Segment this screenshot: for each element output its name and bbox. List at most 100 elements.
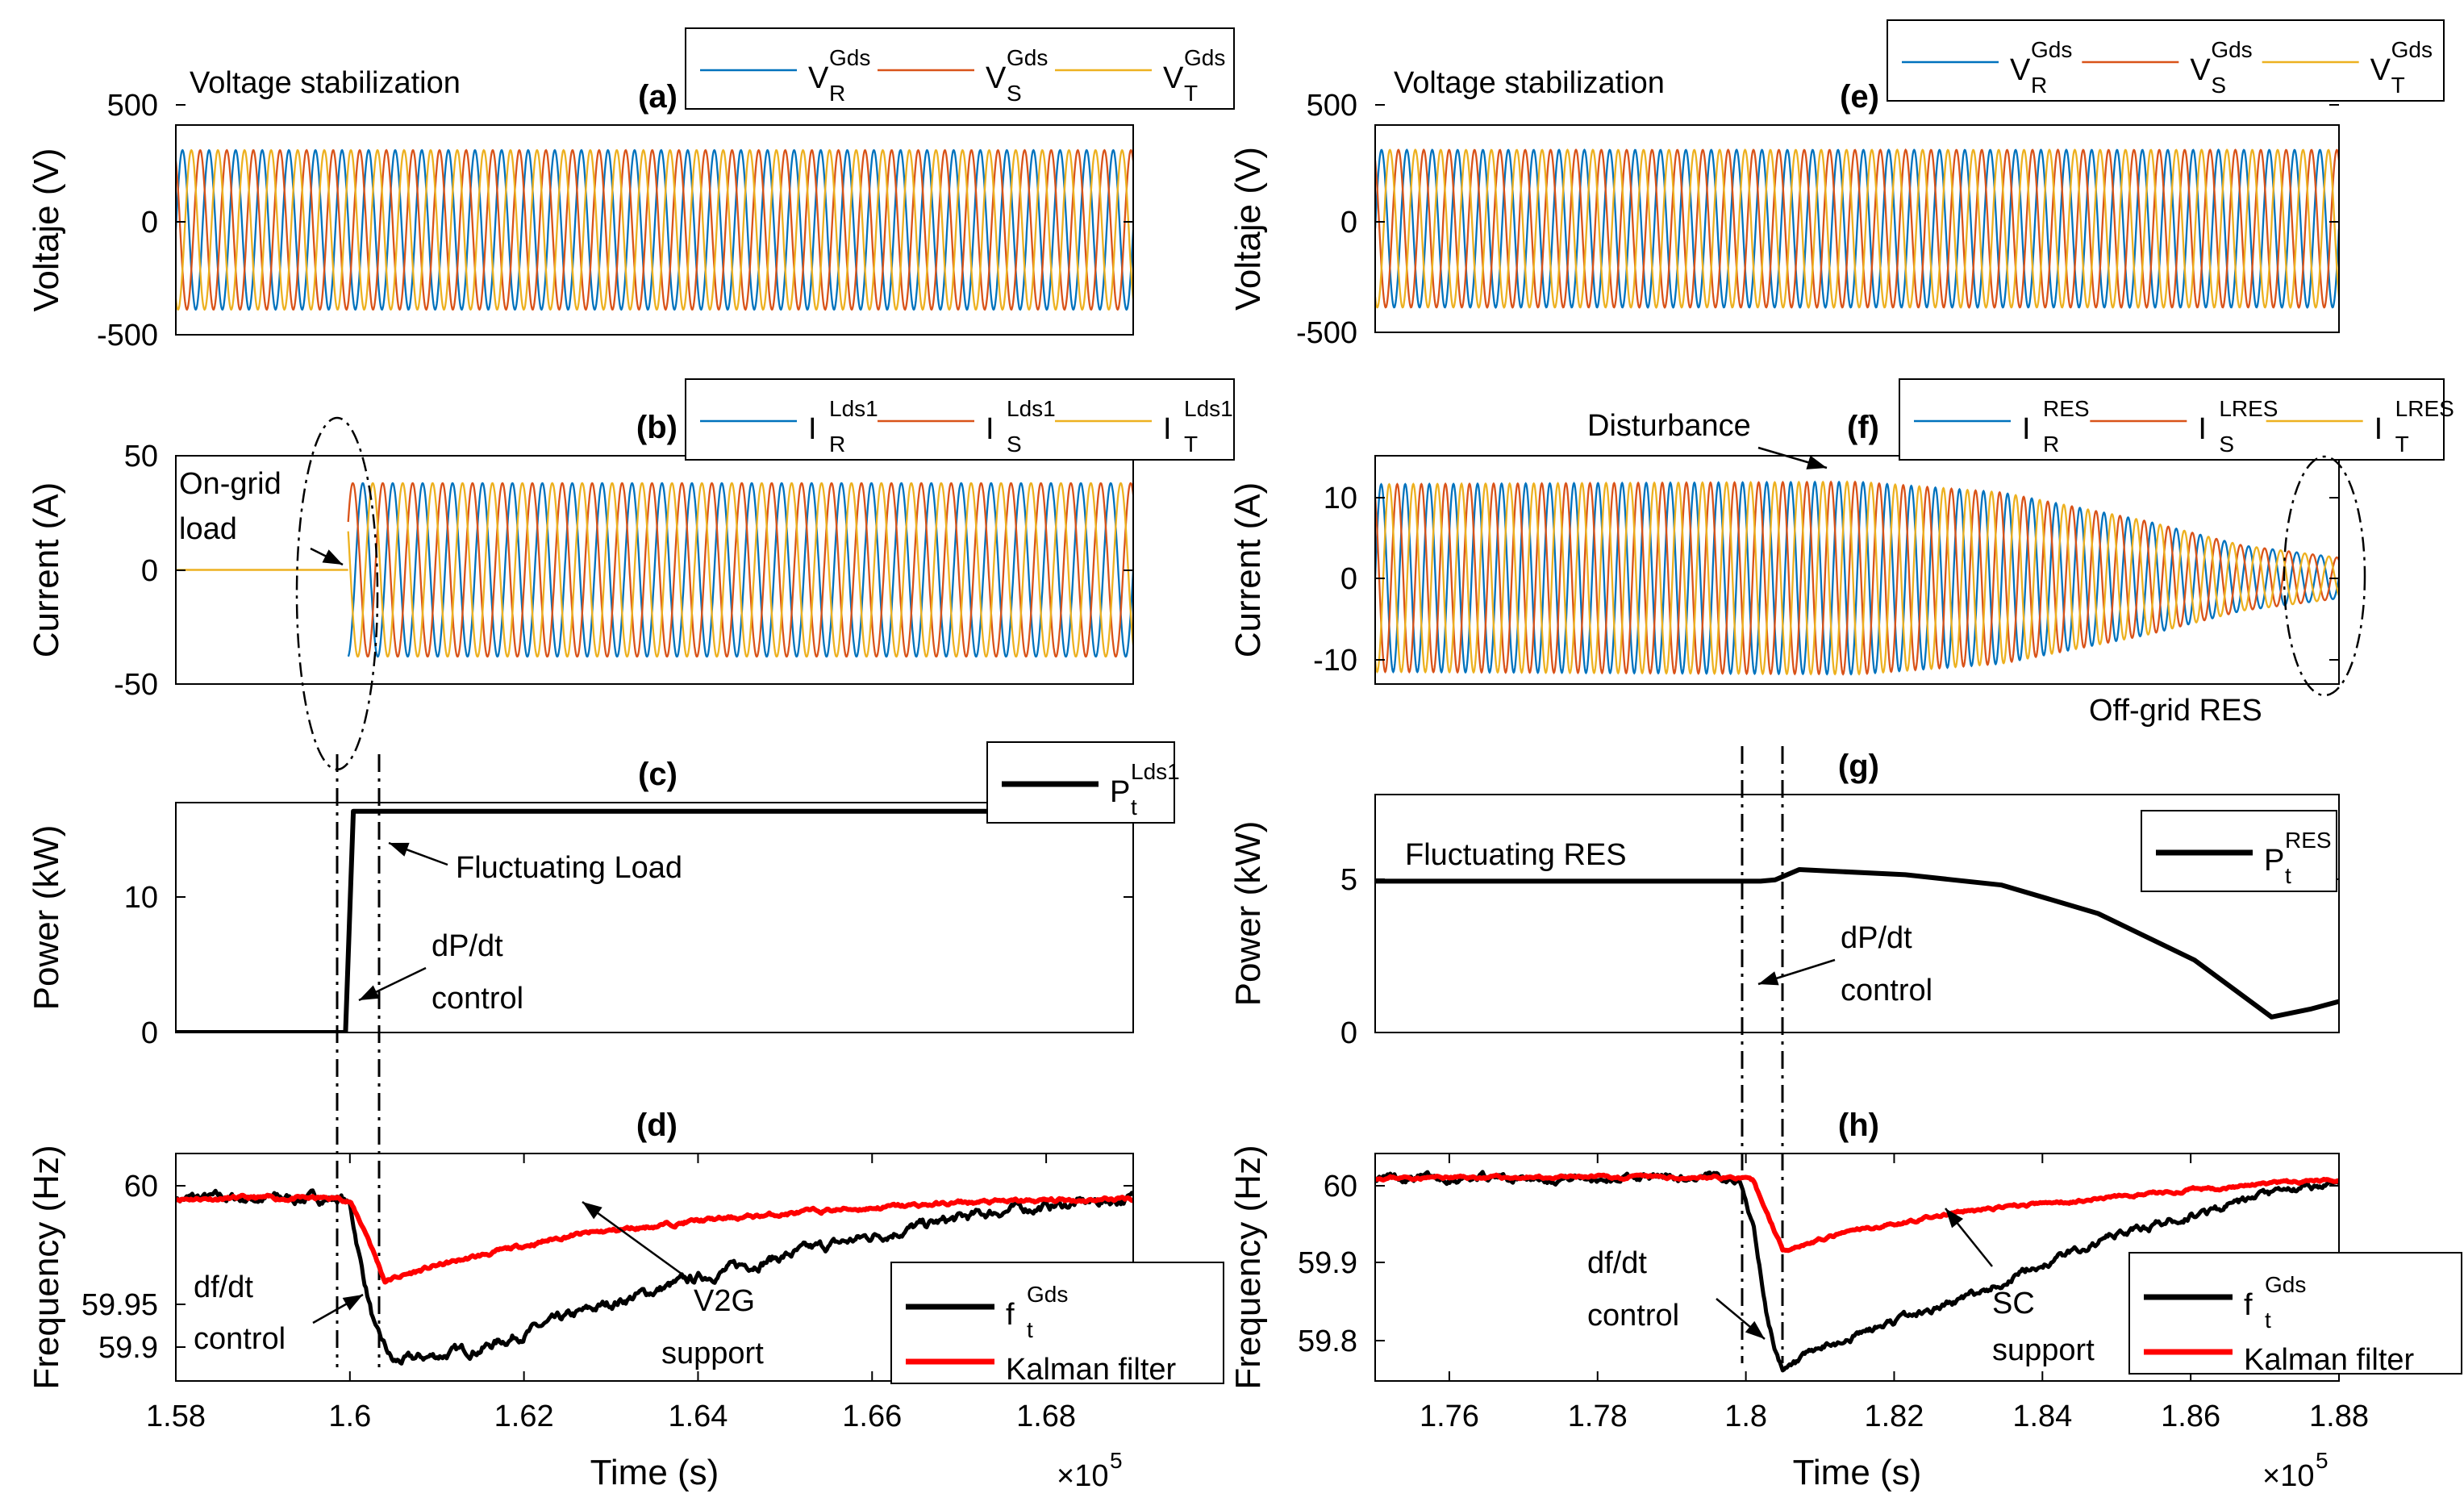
legend-label: V <box>2010 53 2031 87</box>
phase-T-trace <box>176 148 1133 311</box>
legend-subscript: R <box>829 432 845 457</box>
legend-superscript: LRES <box>2395 396 2454 421</box>
legend-superscript: Gds <box>1027 1282 1068 1307</box>
y-tick-label: 60 <box>1324 1170 1357 1204</box>
res-control-annotation: control <box>1841 974 1932 1007</box>
res-dfdt-arrow-head <box>1745 1320 1765 1339</box>
y-tick-label: 60 <box>124 1170 158 1204</box>
off-grid-ellipse <box>2283 455 2366 697</box>
legend-superscript: Gds <box>2265 1272 2306 1297</box>
legend-label: f <box>1006 1298 1015 1332</box>
x-tick-label: 1.82 <box>1864 1400 1924 1433</box>
on-grid-ellipse <box>295 416 379 771</box>
x-tick-label: 1.64 <box>668 1400 728 1433</box>
y-tick-label: 0 <box>1340 1016 1357 1050</box>
phase-S-trace <box>347 482 1133 658</box>
y-tick-label: 5 <box>1340 863 1357 897</box>
legend-subscript: t <box>2265 1308 2271 1333</box>
y-axis-label: Frequency (Hz) <box>1228 1145 1268 1389</box>
disturbance-annotation: Disturbance <box>1587 409 1751 443</box>
x-tick-label: 1.62 <box>494 1400 554 1433</box>
legend-subscript: T <box>2395 432 2409 457</box>
x-tick-label: 1.84 <box>2012 1400 2072 1433</box>
y-axis-label: Voltaje (V) <box>1228 147 1268 311</box>
legend-subscript: t <box>1131 795 1137 820</box>
axis-exponent: ×10 <box>2262 1459 2314 1493</box>
y-tick-label: 59.8 <box>1298 1325 1357 1358</box>
off-grid-res-annotation: Off-grid RES <box>2089 694 2262 728</box>
legend-subscript: T <box>1184 81 1198 106</box>
dfdt-arrow-head <box>342 1295 363 1311</box>
x-tick-label: 1.68 <box>1016 1400 1076 1433</box>
x-tick-label: 1.6 <box>328 1400 371 1433</box>
axes-frame-a <box>175 124 1134 336</box>
y-tick-label: 0 <box>1340 206 1357 240</box>
fluctuating-load-annotation: Fluctuating Load <box>456 851 682 885</box>
y-tick-label: 0 <box>141 554 158 588</box>
legend-subscript: R <box>2031 73 2047 98</box>
legend-superscript: Gds <box>829 45 870 70</box>
sc-annotation: SC <box>1992 1287 2035 1320</box>
plot-area-f <box>1375 480 2339 676</box>
phase-S-trace <box>1375 148 2339 309</box>
axis-exponent-power: 5 <box>1110 1448 1123 1473</box>
y-axis-label: Voltaje (V) <box>27 148 66 312</box>
panel-title: (b) <box>636 410 677 445</box>
legend-subscript: t <box>1027 1317 1033 1342</box>
y-tick-label: -10 <box>1313 644 1357 678</box>
legend-label: V <box>2370 53 2391 87</box>
v2g-annotation: V2G <box>694 1284 755 1318</box>
y-axis-label: Power (kW) <box>1228 821 1268 1007</box>
v2g-arrow-head <box>582 1202 602 1220</box>
legend-subscript: R <box>829 81 845 106</box>
phase-R-trace <box>347 482 1133 658</box>
legend-label: V <box>2190 53 2211 87</box>
phase-S-trace <box>1375 480 2339 676</box>
disturbance-arrow-head <box>1806 455 1827 469</box>
plot-area-g <box>1375 867 2339 1020</box>
legend-box-f <box>1899 378 2445 461</box>
legend-label: Kalman filter <box>1006 1353 1177 1387</box>
axis-exponent-power: 5 <box>2316 1448 2329 1473</box>
legend-superscript: RES <box>2285 828 2332 853</box>
x-tick-label: 1.8 <box>1724 1400 1767 1433</box>
phase-S-trace <box>176 148 1133 311</box>
x-axis-label: Time (s) <box>590 1453 719 1492</box>
legend-box-e <box>1887 19 2445 102</box>
legend-superscript: Lds1 <box>829 396 878 421</box>
legend-subscript: S <box>2211 73 2226 98</box>
plot-area-h <box>1375 1170 2339 1373</box>
phase-R-trace <box>1375 148 2339 309</box>
y-axis-label: Power (kW) <box>27 825 66 1011</box>
load-annotation: load <box>179 512 237 546</box>
legend-subscript: T <box>2391 73 2405 98</box>
power-trace <box>176 808 1133 1033</box>
legend-subscript: S <box>2219 432 2234 457</box>
y-tick-label: 10 <box>1324 482 1357 515</box>
y-tick-label: 10 <box>124 881 158 915</box>
fluctuating-res-annotation: Fluctuating RES <box>1405 838 1627 872</box>
legend-label: P <box>1110 775 1130 809</box>
res-df-control-annotation: control <box>1587 1299 1679 1333</box>
x-tick-label: 1.58 <box>146 1400 206 1433</box>
control-annotation: control <box>432 982 523 1016</box>
legend-label: P <box>2264 844 2284 878</box>
phase-R-trace <box>1375 480 2339 676</box>
plot-area-e <box>1375 148 2339 309</box>
on-grid-annotation: On-grid <box>179 467 281 501</box>
panel-title: (e) <box>1840 79 1879 115</box>
panel-title: (c) <box>638 757 677 792</box>
y-tick-label: 0 <box>141 1016 158 1050</box>
y-tick-label: -50 <box>114 668 158 702</box>
phase-T-trace <box>1375 148 2339 309</box>
on-grid-arrow-head <box>322 549 343 565</box>
legend-label: f <box>2244 1288 2253 1322</box>
axes-frame-f <box>1374 455 2340 685</box>
y-tick-label: 0 <box>141 206 158 240</box>
legend-superscript: Gds <box>2031 37 2072 62</box>
legend-label: I <box>1163 412 1172 446</box>
panel-title: (a) <box>638 79 677 115</box>
axis-exponent: ×10 <box>1057 1459 1108 1493</box>
legend-subscript: S <box>1007 81 1022 106</box>
